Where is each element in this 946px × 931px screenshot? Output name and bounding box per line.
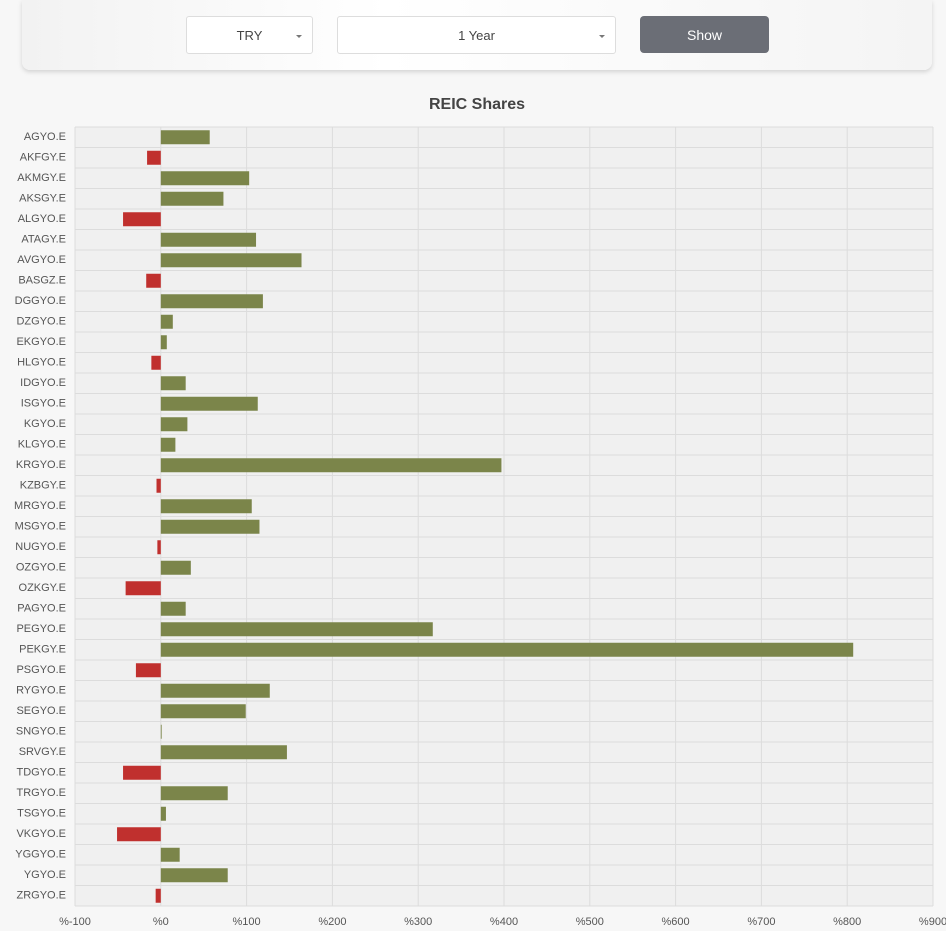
y-tick-label: OZGYO.E [16,562,66,574]
y-tick-label: YGGYO.E [15,849,66,861]
y-tick-label: TRGYO.E [16,787,66,799]
x-tick-label: %700 [747,916,775,928]
x-tick-label: %500 [576,916,604,928]
bar [161,704,246,718]
currency-value: TRY [237,28,263,43]
y-tick-label: SNGYO.E [16,726,66,738]
bar [161,868,228,882]
x-tick-label: %800 [833,916,861,928]
bar [161,130,210,144]
bar [161,561,191,575]
y-tick-label: ATAGY.E [21,234,66,246]
bar [161,786,228,800]
chart-title: REIC Shares [429,96,525,113]
y-tick-label: DZGYO.E [16,316,66,328]
y-tick-label: TDGYO.E [16,767,66,779]
currency-select[interactable]: TRY [186,16,313,54]
x-tick-label: %300 [404,916,432,928]
bar [161,499,252,513]
y-tick-label: SEGYO.E [16,705,66,717]
y-tick-label: IDGYO.E [20,377,66,389]
y-tick-label: MRGYO.E [14,500,66,512]
y-tick-label: AVGYO.E [17,254,66,266]
y-tick-label: PEKGY.E [19,644,66,656]
y-tick-label: KRGYO.E [16,459,66,471]
y-tick-label: AGYO.E [24,131,66,143]
bar [161,315,173,329]
x-tick-label: %200 [318,916,346,928]
y-tick-label: ALGYO.E [18,213,66,225]
x-tick-label: %100 [233,916,261,928]
y-tick-label: YGYO.E [24,869,66,881]
period-select[interactable]: 1 Year [337,16,616,54]
page: TRY 1 Year Show REIC Shares %-100 %0 %100%… [0,0,946,931]
y-tick-label: EKGYO.E [16,336,66,348]
chart: REIC Shares %-100 %0 %100 %200 %300 %400 %500%… [0,80,946,931]
bar [161,684,270,698]
bar [151,356,160,370]
x-tick-label: %-100 [59,916,91,928]
show-button[interactable]: Show [640,16,769,53]
bar [136,663,161,677]
toolbar: TRY 1 Year Show [22,0,932,70]
bar [161,725,162,739]
bar [161,233,256,247]
bar [161,335,167,349]
y-tick-label: RYGYO.E [16,685,66,697]
x-tick-label: %400 [490,916,518,928]
bar [161,376,186,390]
y-tick-label: TSGYO.E [17,808,66,820]
bar [123,766,161,780]
y-tick-label: KLGYO.E [18,439,66,451]
x-tick-label: %600 [662,916,690,928]
bar [161,848,180,862]
bar [161,171,249,185]
y-tick-label: MSGYO.E [15,521,66,533]
bar [161,417,188,431]
bar [146,274,161,288]
bar [161,622,433,636]
y-tick-label: KGYO.E [24,418,66,430]
bar [161,520,260,534]
bar [161,643,853,657]
bar [161,807,166,821]
bar [161,294,263,308]
y-tick-label: ISGYO.E [21,398,66,410]
y-tick-label: KZBGY.E [20,480,66,492]
bar [156,889,161,903]
bar [126,581,161,595]
period-value: 1 Year [458,28,495,43]
y-tick-label: SRVGY.E [19,746,66,758]
y-tick-label: PSGYO.E [16,664,66,676]
bar [161,397,258,411]
bar [161,253,302,267]
y-tick-label: AKMGY.E [17,172,66,184]
bar [161,438,176,452]
bar [157,479,161,493]
y-tick-label: DGGYO.E [15,295,66,307]
bar [161,745,287,759]
bar [147,151,161,165]
bar [123,212,161,226]
y-tick-label: VKGYO.E [16,828,66,840]
bar [161,192,224,206]
y-tick-label: HLGYO.E [17,357,66,369]
y-tick-label: ZRGYO.E [16,890,66,902]
bar [117,827,161,841]
x-tick-label: %0 [153,916,169,928]
y-tick-label: PEGYO.E [16,623,66,635]
y-tick-label: OZKGY.E [19,582,66,594]
bar [161,602,186,616]
bar [161,458,502,472]
y-tick-label: NUGYO.E [15,541,66,553]
y-tick-label: AKSGY.E [19,193,66,205]
bar [157,540,160,554]
y-tick-label: PAGYO.E [17,603,66,615]
y-tick-label: BASGZ.E [18,275,66,287]
y-tick-label: AKFGY.E [20,152,66,164]
x-tick-label: %900 [919,916,946,928]
